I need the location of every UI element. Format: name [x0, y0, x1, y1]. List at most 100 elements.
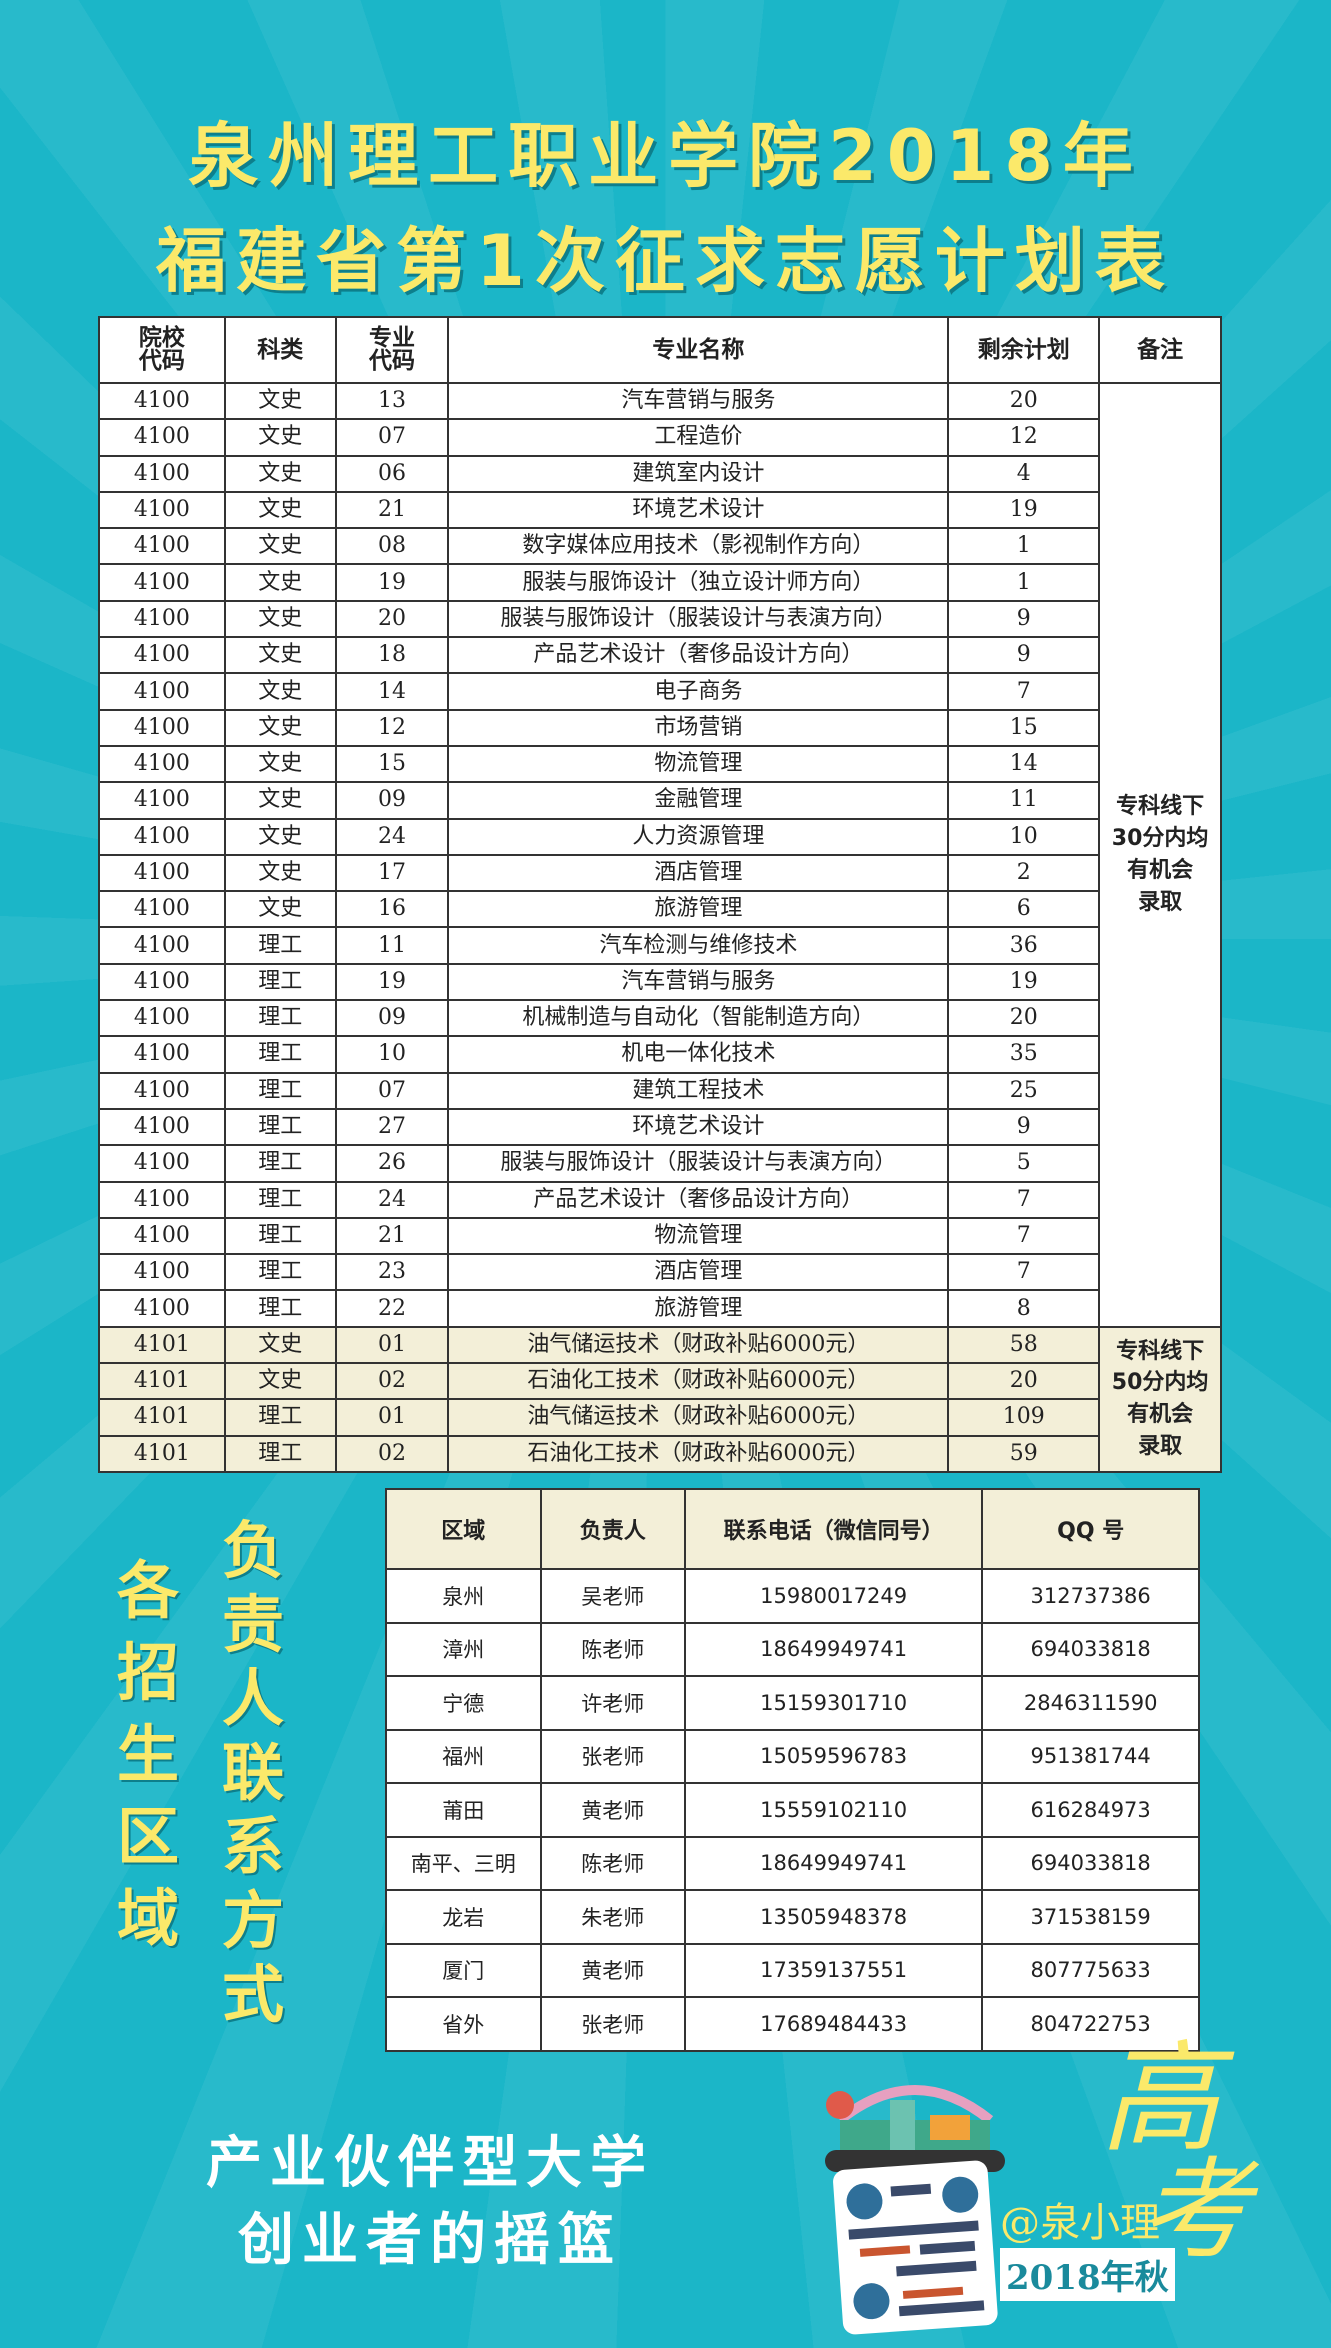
table-cell: 2 [947, 853, 1101, 893]
table-cell: 02 [334, 1434, 450, 1473]
table-row: 4100 理工 11 汽车检测与维修技术 36 [98, 926, 1221, 965]
table-row: 4100 文史 20 服装与服饰设计（服装设计与表演方向） 9 [98, 599, 1221, 639]
table-cell: 服装与服饰设计（独立设计师方向） [447, 563, 950, 602]
side-text-contacts: 负责人联系方式 [218, 1520, 288, 2038]
table-row: 4100 文史 16 旅游管理 6 [98, 890, 1221, 929]
table-cell: 13505948378 [683, 1889, 984, 1945]
table-cell: 文史 [223, 563, 337, 602]
table-cell: 807775633 [981, 1942, 1200, 1998]
table-cell: 616284973 [981, 1782, 1200, 1838]
table-cell: 4100 [98, 890, 226, 929]
table-cell: 26 [334, 1144, 450, 1183]
table-cell: 10 [947, 817, 1101, 856]
table-cell: 文史 [223, 672, 337, 711]
table-cell: 旅游管理 [447, 1289, 950, 1328]
table-cell: 张老师 [539, 1728, 686, 1784]
table-cell: 莆田 [385, 1782, 542, 1838]
table-row: 4100 文史 09 金融管理 11 [98, 781, 1221, 820]
table-cell: 22 [334, 1289, 450, 1328]
season-badge: 2018年秋 [1000, 2248, 1175, 2301]
table-cell: 文史 [223, 636, 337, 675]
table-cell: 9 [947, 599, 1101, 639]
table-row: 宁德 许老师 15159301710 2846311590 [385, 1675, 1200, 1731]
table-cell: 694033818 [981, 1835, 1200, 1891]
table-cell: 黄老师 [539, 1782, 686, 1838]
table-cell: 酒店管理 [447, 1253, 950, 1292]
table-cell: 24 [334, 1180, 450, 1219]
table-row: 4100 文史 21 环境艺术设计 19 [98, 490, 1221, 530]
table-cell: 4100 [98, 1216, 226, 1256]
table-cell: 理工 [223, 1253, 337, 1292]
table-cell: 15559102110 [683, 1782, 984, 1838]
column-header: 备注 [1098, 316, 1222, 384]
table-cell: 09 [334, 999, 450, 1038]
column-header: 剩余计划 [947, 316, 1101, 384]
table-cell: 1 [947, 527, 1101, 566]
table-cell: 理工 [223, 1398, 337, 1437]
gaokao-char: 考 [1140, 2146, 1250, 2274]
table-cell: 油气储运技术（财政补贴6000元） [447, 1398, 950, 1437]
side-char: 责 [221, 1588, 284, 1661]
table-row: 4100 理工 24 产品艺术设计（奢侈品设计方向） 7 [98, 1180, 1221, 1219]
table-cell: 理工 [223, 1144, 337, 1183]
table-cell: 4100 [98, 1253, 226, 1292]
social-handle: @泉小理 [1000, 2200, 1160, 2246]
poster-title-line1: 泉州理工职业学院2018年 [188, 115, 1143, 197]
table-cell: 36 [947, 926, 1101, 965]
table-cell: 厦门 [385, 1942, 542, 1998]
column-header: 联系电话（微信同号） [683, 1488, 984, 1570]
table-row: 4100 理工 09 机械制造与自动化（智能制造方向） 20 [98, 999, 1221, 1038]
table-cell: 8 [947, 1289, 1101, 1328]
table-cell: 黄老师 [539, 1942, 686, 1998]
table-cell: 文史 [223, 890, 337, 929]
side-char: 方 [221, 1884, 284, 1957]
table-cell: 许老师 [539, 1675, 686, 1731]
contact-table: 区域 负责人 联系电话（微信同号） QQ 号泉州 吴老师 15980017249 31273… [385, 1488, 1200, 2052]
table-cell: 4100 [98, 418, 226, 457]
table-cell: 4100 [98, 781, 226, 820]
table-row: 福州 张老师 15059596783 951381744 [385, 1728, 1200, 1784]
column-header: 科类 [223, 316, 337, 384]
table-cell: 17 [334, 853, 450, 893]
column-header: 专业 代码 [334, 316, 450, 384]
side-text-regions: 各招生区域 [113, 1560, 183, 1970]
table-cell: 文史 [223, 1325, 337, 1365]
table-cell: 文史 [223, 744, 337, 784]
column-header: 负责人 [539, 1488, 686, 1570]
table-row: 4100 文史 12 市场营销 15 [98, 708, 1221, 747]
side-char: 生 [116, 1718, 179, 1791]
table-row: 4100 理工 23 酒店管理 7 [98, 1253, 1221, 1292]
table-cell: 4100 [98, 962, 226, 1002]
table-row: 4100 理工 22 旅游管理 8 [98, 1289, 1221, 1328]
table-cell: 文史 [223, 1362, 337, 1401]
table-cell: 文史 [223, 454, 337, 493]
gaokao-char: 高 [1100, 2030, 1220, 2169]
table-cell: 11 [334, 926, 450, 965]
table-cell: 02 [334, 1362, 450, 1401]
table-row: 4100 文史 14 电子商务 7 [98, 672, 1221, 711]
table-cell: 9 [947, 636, 1101, 675]
table-cell: 11 [947, 781, 1101, 820]
table-cell: 15 [334, 744, 450, 784]
side-char: 人 [221, 1662, 284, 1735]
table-cell: 9 [947, 1107, 1101, 1147]
table-cell: 产品艺术设计（奢侈品设计方向） [447, 1180, 950, 1219]
table-row: 4100 理工 21 物流管理 7 [98, 1216, 1221, 1256]
table-row: 南平、三明 陈老师 18649949741 694033818 [385, 1835, 1200, 1891]
table-cell: 泉州 [385, 1568, 542, 1624]
table-row: 4100 文史 07 工程造价 12 [98, 418, 1221, 457]
table-cell: 312737386 [981, 1568, 1200, 1624]
column-header: 院校 代码 [98, 316, 226, 384]
table-cell: 金融管理 [447, 781, 950, 820]
table-cell: 10 [334, 1035, 450, 1074]
table-cell: 15159301710 [683, 1675, 984, 1731]
table-row: 厦门 黄老师 17359137551 807775633 [385, 1942, 1200, 1998]
table-cell: 4101 [98, 1325, 226, 1365]
table-cell: 4100 [98, 853, 226, 893]
table-cell: 24 [334, 817, 450, 856]
table-row: 4100 文史 08 数字媒体应用技术（影视制作方向） 1 [98, 527, 1221, 566]
table-cell: 4100 [98, 636, 226, 675]
table-cell: 25 [947, 1071, 1101, 1110]
table-cell: 4100 [98, 490, 226, 530]
table-cell: 35 [947, 1035, 1101, 1074]
